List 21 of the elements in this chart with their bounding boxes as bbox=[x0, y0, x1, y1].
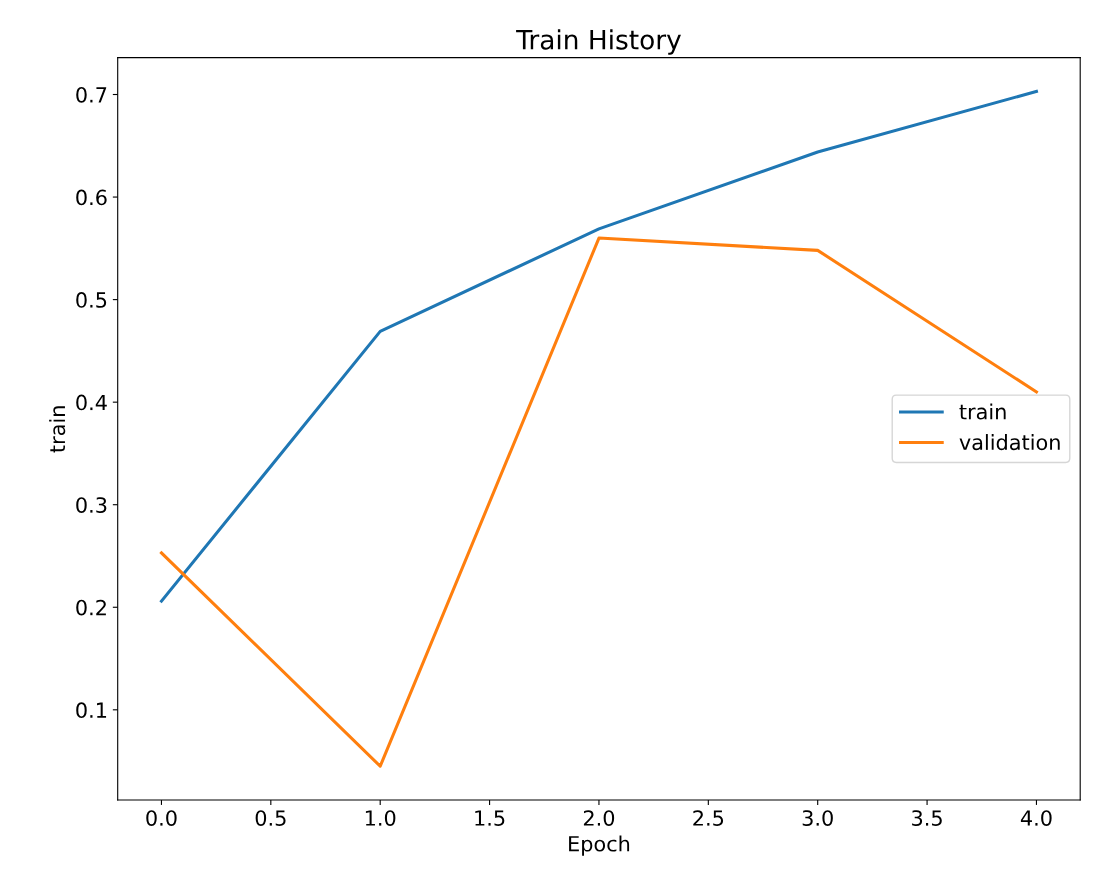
y-tick-label: 0.6 bbox=[76, 189, 107, 206]
x-tick-label: 3.0 bbox=[802, 810, 833, 826]
x-tick-label: 3.5 bbox=[912, 810, 942, 826]
y-tick-label: 0.4 bbox=[76, 394, 107, 411]
y-axis-title: train bbox=[49, 406, 66, 453]
y-tick-label: 0.3 bbox=[76, 497, 107, 513]
y-tick-label: 0.1 bbox=[76, 702, 107, 719]
x-tick-label: 0.5 bbox=[255, 810, 286, 826]
y-tick-label: 0.5 bbox=[76, 292, 107, 308]
x-axis-title: Epoch bbox=[569, 835, 630, 856]
x-tick-label: 4.0 bbox=[1020, 810, 1052, 826]
x-tick-label: 2.5 bbox=[693, 810, 724, 826]
x-tick-label: 1.5 bbox=[475, 810, 505, 826]
x-tick-label: 0.0 bbox=[146, 810, 177, 826]
chart-title: Train History bbox=[516, 29, 681, 55]
legend-label: validation bbox=[959, 434, 1060, 451]
legend-label: train bbox=[959, 403, 1006, 420]
x-tick-label: 1.0 bbox=[365, 810, 396, 826]
x-tick-label: 2.0 bbox=[583, 810, 615, 826]
y-tick-label: 0.7 bbox=[76, 86, 107, 103]
y-tick-label: 0.2 bbox=[76, 599, 106, 616]
